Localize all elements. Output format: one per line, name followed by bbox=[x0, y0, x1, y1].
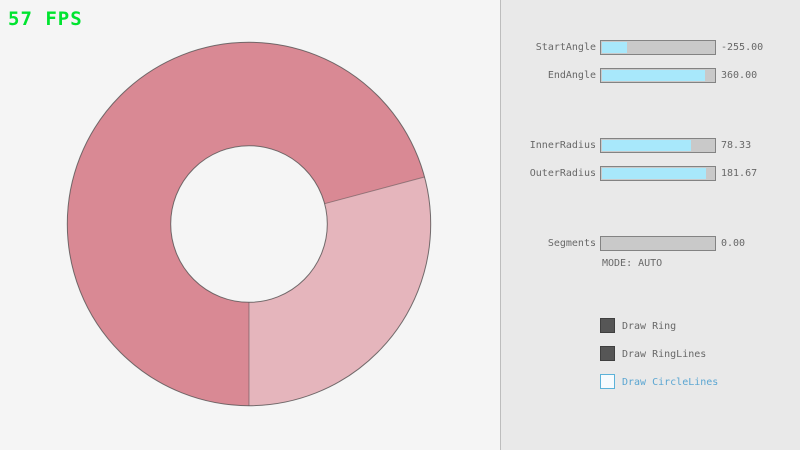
donut-ring-canvas bbox=[66, 41, 432, 407]
draw-ring-checkbox[interactable] bbox=[600, 318, 615, 333]
outerradius-slider-fill bbox=[602, 168, 706, 179]
draw-circlelines-checkbox[interactable] bbox=[600, 374, 615, 389]
slider-row-outerradius: OuterRadius 181.67 bbox=[500, 166, 800, 181]
segments-slider[interactable] bbox=[600, 236, 716, 251]
segments-value: 0.00 bbox=[721, 238, 746, 249]
ring-radial-line-right bbox=[324, 176, 425, 205]
endangle-slider-fill bbox=[602, 70, 705, 81]
slider-row-endangle: EndAngle 360.00 bbox=[500, 68, 800, 83]
slider-row-segments: Segments 0.00 bbox=[500, 236, 800, 251]
innerradius-slider-fill bbox=[602, 140, 691, 151]
innerradius-label: InnerRadius bbox=[529, 140, 596, 151]
outerradius-label: OuterRadius bbox=[529, 168, 596, 179]
innerradius-slider[interactable] bbox=[600, 138, 716, 153]
outerradius-value: 181.67 bbox=[721, 168, 758, 179]
endangle-label: EndAngle bbox=[547, 70, 596, 81]
draw-ring-label: Draw Ring bbox=[622, 321, 677, 332]
endangle-slider[interactable] bbox=[600, 68, 716, 83]
slider-row-innerradius: InnerRadius 78.33 bbox=[500, 138, 800, 153]
segments-mode-text: MODE: AUTO bbox=[602, 258, 663, 269]
checkbox-row-draw-ring: Draw Ring bbox=[600, 318, 800, 334]
fps-counter: 57 FPS bbox=[8, 8, 83, 30]
draw-ringlines-checkbox[interactable] bbox=[600, 346, 615, 361]
startangle-value: -255.00 bbox=[721, 42, 764, 53]
draw-ringlines-label: Draw RingLines bbox=[622, 349, 707, 360]
startangle-slider-fill bbox=[602, 42, 628, 53]
innerradius-value: 78.33 bbox=[721, 140, 752, 151]
draw-circlelines-label: Draw CircleLines bbox=[622, 377, 719, 388]
ring-inner-line bbox=[170, 145, 328, 303]
startangle-label: StartAngle bbox=[535, 42, 596, 53]
slider-row-startangle: StartAngle -255.00 bbox=[500, 40, 800, 55]
outerradius-slider[interactable] bbox=[600, 166, 716, 181]
checkbox-row-draw-circlelines: Draw CircleLines bbox=[600, 374, 800, 390]
ring-light-sector bbox=[249, 177, 431, 406]
checkbox-row-draw-ringlines: Draw RingLines bbox=[600, 346, 800, 362]
endangle-value: 360.00 bbox=[721, 70, 758, 81]
segments-label: Segments bbox=[547, 238, 596, 249]
startangle-slider[interactable] bbox=[600, 40, 716, 55]
